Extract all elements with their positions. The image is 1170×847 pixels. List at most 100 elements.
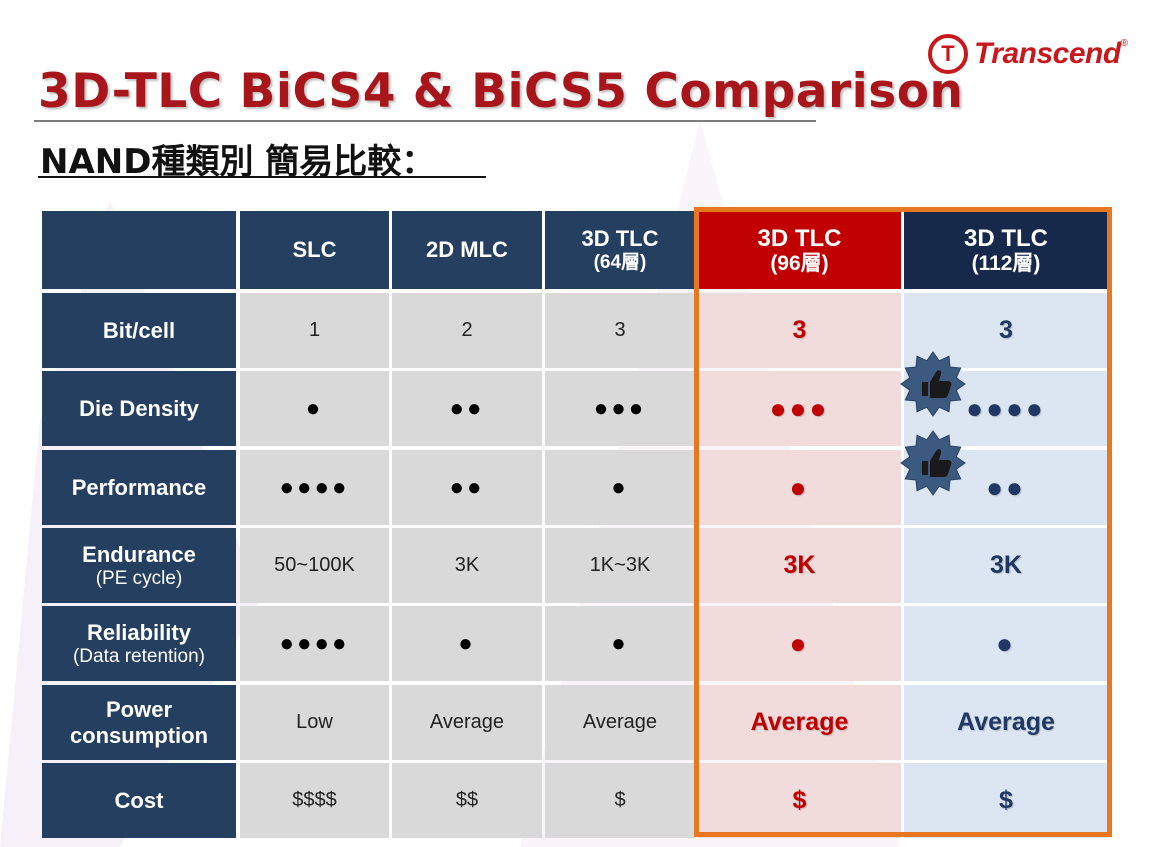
- cell-value: Average: [750, 708, 849, 736]
- column-header-label: 3D TLC: [581, 226, 659, 251]
- column-header-sublabel: (64層): [593, 252, 647, 273]
- row-header-sublabel: (Data retention): [72, 645, 205, 667]
- dot-rating: ●●: [449, 473, 485, 501]
- dot-rating: ●: [789, 627, 810, 659]
- cell-value: 3K: [990, 551, 1022, 579]
- column-header-sublabel: (112層): [971, 252, 1041, 275]
- row-header-label: Die Density: [79, 395, 199, 421]
- table-cell: ●●●●: [240, 450, 389, 525]
- table-cell: ●●: [392, 371, 542, 446]
- dot-rating: ●●●●: [279, 473, 350, 501]
- table-cell: $: [545, 763, 695, 838]
- row-header: Performance: [42, 450, 236, 525]
- table-cell: ●: [904, 606, 1108, 681]
- page-title: 3D-TLC BiCS4 & BiCS5 Comparison: [38, 64, 964, 119]
- cell-value: 1: [308, 319, 321, 341]
- table-cell: ●●●: [698, 371, 901, 446]
- header-corner: [42, 211, 236, 289]
- dot-rating: ●●●: [769, 392, 830, 424]
- column-header: 2D MLC: [392, 211, 542, 289]
- cell-value: 1K~3K: [589, 554, 651, 576]
- cell-value: 3: [614, 319, 626, 341]
- row-header-label: Endurance: [82, 541, 196, 567]
- cell-value: 2: [461, 319, 473, 341]
- dot-rating: ●: [789, 471, 810, 503]
- dot-rating: ●: [996, 627, 1016, 659]
- row-header-label: Power consumption: [69, 696, 209, 748]
- cell-value: 50~100K: [274, 554, 355, 576]
- row-header: Bit/cell: [42, 293, 236, 368]
- table-cell: 1K~3K: [545, 528, 695, 603]
- table-cell: Average: [392, 685, 542, 760]
- cell-value: Low: [296, 711, 333, 733]
- brand-logo: T Transcend ®: [928, 32, 1128, 76]
- table-cell: ●: [240, 371, 389, 446]
- dot-rating: ●: [305, 394, 324, 422]
- cell-value: $: [614, 789, 626, 811]
- thumbs-up-icon: [900, 430, 966, 496]
- table-cell: Average: [698, 685, 901, 760]
- table-cell: 2: [392, 293, 542, 368]
- row-header: Cost: [42, 763, 236, 838]
- row-header: Endurance (PE cycle): [42, 528, 236, 603]
- table-cell: Average: [545, 685, 695, 760]
- row-header-label: Cost: [114, 787, 164, 813]
- dot-rating: ●: [458, 629, 476, 657]
- table-cell: 3K: [698, 528, 901, 603]
- dot-rating: ●●: [449, 394, 485, 422]
- table-cell: 3K: [904, 528, 1108, 603]
- column-header-label: SLC: [292, 237, 337, 262]
- cell-value: $: [999, 786, 1013, 814]
- page-subtitle: NAND種類別 簡易比較：: [40, 142, 436, 182]
- thumbs-up-icon: [900, 351, 966, 417]
- dot-rating: ●●●●: [279, 629, 350, 657]
- registered-mark: ®: [1120, 38, 1129, 49]
- column-header: SLC: [240, 211, 389, 289]
- title-divider: [34, 120, 816, 122]
- cell-value: $$: [455, 789, 479, 811]
- cell-value: 3K: [783, 551, 816, 579]
- dot-rating: ●●: [986, 471, 1026, 503]
- row-header-label: Performance: [71, 474, 207, 500]
- cell-value: 3: [792, 316, 807, 344]
- dot-rating: ●: [611, 629, 629, 657]
- row-header: Reliability (Data retention): [42, 606, 236, 681]
- table-cell: 3: [698, 293, 901, 368]
- cell-value: 3K: [454, 554, 480, 576]
- transcend-logo-icon: T: [928, 34, 968, 74]
- cell-value: Average: [957, 708, 1055, 736]
- table-cell: 3K: [392, 528, 542, 603]
- table-cell: ●: [545, 606, 695, 681]
- cell-value: $: [792, 786, 807, 814]
- cell-value: Average: [429, 711, 505, 733]
- dot-rating: ●●●: [593, 394, 647, 422]
- column-header: 3D TLC (64層): [545, 211, 695, 289]
- table-cell: ●: [698, 606, 901, 681]
- row-header: Power consumption: [42, 685, 236, 760]
- cell-value: Average: [582, 711, 658, 733]
- table-cell: ●●: [392, 450, 542, 525]
- table-cell: $: [698, 763, 901, 838]
- table-cell: ●: [698, 450, 901, 525]
- table-cell: ●: [545, 450, 695, 525]
- dot-rating: ●: [611, 473, 629, 501]
- row-header: Die Density: [42, 371, 236, 446]
- table-cell: 3: [545, 293, 695, 368]
- column-header: 3D TLC (96層): [698, 211, 901, 289]
- table-cell: ●: [392, 606, 542, 681]
- column-header-sublabel: (96層): [770, 252, 829, 275]
- table-cell: Low: [240, 685, 389, 760]
- column-header-label: 3D TLC: [964, 225, 1048, 252]
- row-header-label: Reliability: [87, 619, 191, 645]
- subtitle-underline: [38, 176, 486, 178]
- table-cell: Average: [904, 685, 1108, 760]
- column-header: 3D TLC (112層): [904, 211, 1108, 289]
- brand-name: Transcend: [974, 37, 1121, 70]
- table-cell: ●●●: [545, 371, 695, 446]
- table-cell: ●●●●: [240, 606, 389, 681]
- table-cell: $$: [392, 763, 542, 838]
- table-cell: $$$$: [240, 763, 389, 838]
- table-cell: 50~100K: [240, 528, 389, 603]
- table-cell: 1: [240, 293, 389, 368]
- table-cell: 3: [904, 293, 1108, 368]
